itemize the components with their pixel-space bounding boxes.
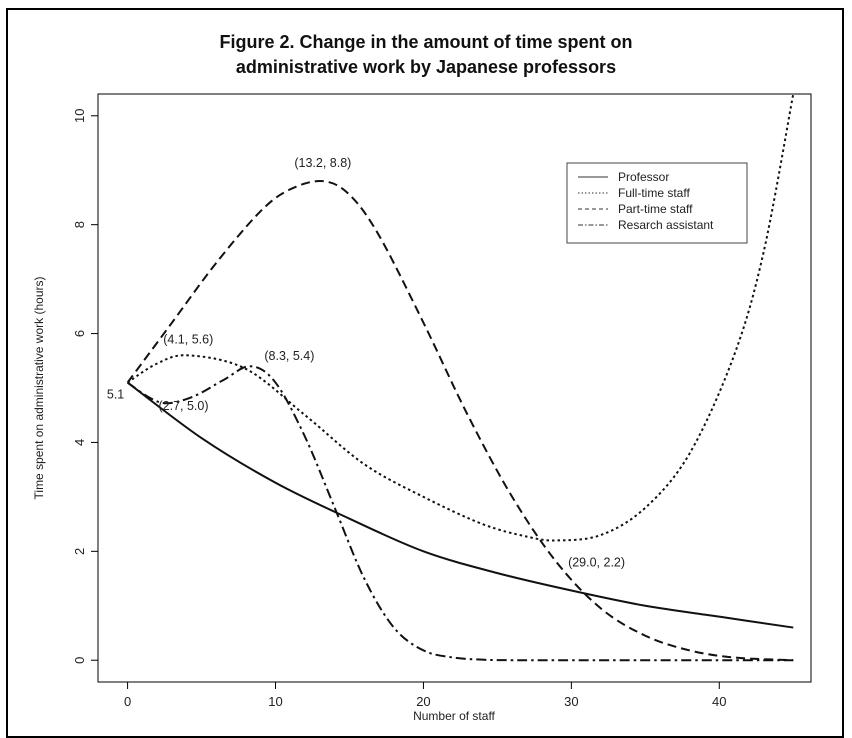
data-annotation: 5.1 [107,388,124,402]
x-axis-label: Number of staff [413,709,495,723]
data-annotation: (13.2, 8.8) [294,156,351,170]
annotation-layer: (13.2, 8.8) (4.1, 5.6) (8.3, 5.4) 5.1 (2.7, … [107,156,625,569]
data-annotation: (4.1, 5.6) [163,332,213,346]
x-tick-label: 30 [564,694,578,709]
series-line-professor [126,381,794,629]
series-line-resarch-assistant [127,365,794,662]
legend-label: Full-time staff [618,186,690,200]
x-tick-label: 20 [416,694,430,709]
legend-label: Part-time staff [618,202,693,216]
x-axis: 0 10 20 30 40 [124,682,727,709]
data-annotation: (8.3, 5.4) [264,349,314,363]
series-layer [126,94,795,662]
y-tick-label: 8 [72,221,87,228]
series-line-full-time-staff [127,94,795,542]
legend-box [566,162,748,244]
legend: Professor Full-time staff Part-time staff R… [566,162,748,244]
x-tick-label: 40 [712,694,726,709]
figure-frame [6,8,844,738]
data-annotation: (2.7, 5.0) [159,399,209,413]
y-axis: 0 2 4 6 8 10 [72,109,98,664]
chart-title-line-1: Figure 2. Change in the amount of time s… [219,32,633,52]
y-tick-label: 4 [72,439,87,446]
y-tick-label: 0 [72,657,87,664]
plot-area-border [97,93,812,683]
y-axis-label: Time spent on administrative work (hours… [32,277,46,500]
y-tick-label: 2 [72,548,87,555]
chart-title: Figure 2. Change in the amount of time s… [0,30,852,80]
x-tick-label: 10 [268,694,282,709]
legend-label: Professor [618,170,669,184]
data-annotation: (29.0, 2.2) [568,555,625,569]
y-tick-label: 6 [72,330,87,337]
y-tick-label: 10 [72,109,87,123]
x-tick-label: 0 [124,694,131,709]
chart-title-line-2: administrative work by Japanese professo… [235,57,617,77]
legend-label: Resarch assistant [618,218,714,232]
series-line-part-time-staff [126,179,794,662]
